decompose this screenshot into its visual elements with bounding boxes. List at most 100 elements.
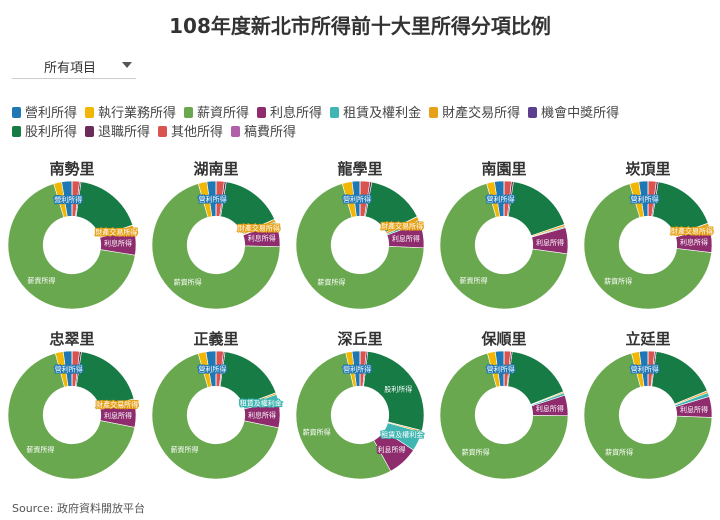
legend-item[interactable]: 租賃及權利金 [330,104,421,123]
source-note: Source: 政府資料開放平台 [12,502,145,515]
slice-label: 薪資所得 [316,276,346,287]
slice-label: 營利所得 [53,194,83,205]
slice-label: 營利所得 [342,364,372,375]
slice-label-text: 營利所得 [631,365,659,374]
slice-label: 營利所得 [54,364,84,375]
slice-label-text: 利息所得 [248,411,276,420]
legend-item[interactable]: 其他所得 [158,123,223,142]
chart-title: 龍學里 [337,160,383,178]
slice-label: 利息所得 [103,410,133,421]
legend-swatch [330,107,340,118]
legend-swatch [158,126,168,137]
slice-label: 營利所得 [486,364,516,375]
slice-label: 薪資所得 [458,275,488,286]
page-title: 108年度新北市所得前十大里所得分項比例 [169,14,551,38]
legend-label: 利息所得 [270,106,323,121]
legend-swatch [184,107,194,118]
legend-label: 營利所得 [25,106,78,121]
donut-chart: 湖南里 營利所得 薪資所得 利息所得 財產交易所得 [146,158,286,328]
slice-label-text: 薪資所得 [604,277,632,286]
donut-chart: 深丘里 營利所得 薪資所得 利息所得 租賃及權利金 股利所得 [290,328,430,498]
donut-slice[interactable] [75,351,135,409]
slice-label-text: 利息所得 [536,404,564,413]
slice-label-text: 薪資所得 [605,447,633,456]
legend-label: 財產交易所得 [442,106,521,121]
slice-label-text: 營利所得 [55,365,83,374]
donut-chart: 崁頂里 營利所得 薪資所得 利息所得 財產交易所得 [578,158,718,328]
donut-chart: 正義里 營利所得 薪資所得 利息所得 租賃及權利金 [146,328,286,498]
slice-label: 股利所得 [383,384,413,395]
legend-label: 稿費所得 [244,125,297,140]
chart-title: 保順里 [481,330,527,348]
donut-slice[interactable] [151,183,281,310]
slice-label-text: 財產交易所得 [381,222,423,231]
legend-swatch [12,126,21,137]
chevron-down-icon [122,62,132,68]
slice-label-text: 利息所得 [392,234,420,243]
slice-label-text: 營利所得 [631,195,659,204]
chart-title: 南勢里 [49,160,95,178]
slice-label: 營利所得 [197,364,227,375]
slice-label: 財產交易所得 [95,399,139,410]
slice-label: 營利所得 [630,194,660,205]
legend-item[interactable]: 退職所得 [85,123,150,142]
slice-label: 薪資所得 [604,446,634,457]
donut-slice[interactable] [583,352,713,480]
legend-item[interactable]: 利息所得 [257,104,322,123]
legend-swatch [85,107,95,118]
donut-slice[interactable] [439,183,568,310]
slice-label: 利息所得 [247,410,277,421]
chart-title: 深丘里 [337,330,383,348]
slice-label-text: 營利所得 [343,195,371,204]
slice-label-text: 薪資所得 [26,445,54,454]
donut-slice[interactable] [295,183,425,310]
legend-item[interactable]: 機會中獎所得 [528,104,619,123]
slice-label: 薪資所得 [173,277,203,288]
donut-chart: 南園里 營利所得 薪資所得 利息所得 [434,158,574,328]
legend-swatch [85,126,95,137]
slice-label-text: 利息所得 [680,237,708,246]
slice-label: 財產交易所得 [380,221,424,232]
slice-label: 營利所得 [342,194,372,205]
donut-slice[interactable] [151,353,280,480]
slice-label-text: 薪資所得 [317,277,345,286]
donut-slice[interactable] [295,352,392,480]
legend-swatch [429,107,439,118]
legend-label: 執行業務所得 [98,106,177,121]
slice-label-text: 薪資所得 [460,276,488,285]
slice-label: 財產交易所得 [237,222,281,233]
legend-item[interactable]: 薪資所得 [184,104,249,123]
slice-label-text: 利息所得 [248,234,276,243]
legend-label: 退職所得 [98,125,151,140]
slice-label-text: 股利所得 [384,385,412,394]
donut-slice[interactable] [439,352,569,480]
donut-slice[interactable] [7,352,136,480]
legend-item[interactable]: 營利所得 [12,104,77,123]
slice-label-text: 薪資所得 [27,276,55,285]
slice-label: 營利所得 [485,194,515,205]
donut-chart: 龍學里營利所得薪資所得 利息所得 財產交易所得 [290,158,430,328]
donut-chart: 立廷里 營利所得 薪資所得 利息所得 [578,328,718,498]
item-filter-dropdown[interactable]: 所有項目 [12,52,136,79]
donut-slice[interactable] [363,351,425,431]
legend-item[interactable]: 股利所得 [12,123,77,142]
legend-swatch [257,107,267,118]
slice-label: 利息所得 [535,403,565,414]
slice-label-text: 營利所得 [487,365,515,374]
legend-label: 股利所得 [25,125,78,140]
donut-slice[interactable] [7,183,136,310]
legend-item[interactable]: 稿費所得 [231,123,296,142]
legend-item[interactable]: 執行業務所得 [85,104,176,123]
slice-label: 租賃及權利金 [380,429,424,440]
legend-item[interactable]: 財產交易所得 [429,104,520,123]
slice-label-text: 財產交易所得 [238,223,280,232]
slice-label: 利息所得 [103,237,133,248]
donut-slice[interactable] [583,183,712,310]
